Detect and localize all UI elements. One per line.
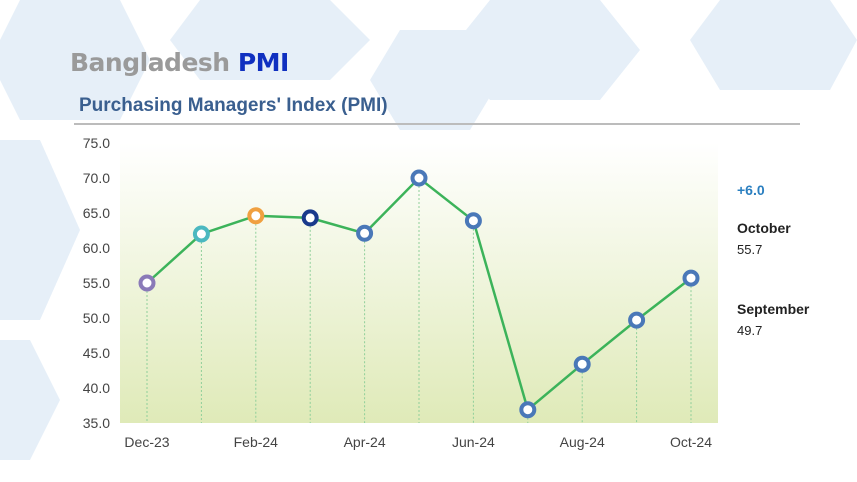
data-point: [519, 401, 537, 419]
chart-title: Purchasing Managers' Index (PMI): [79, 95, 388, 116]
data-point: [247, 207, 265, 225]
x-tick-label: Aug-24: [560, 434, 605, 450]
data-point: [410, 169, 428, 187]
x-tick-label: Apr-24: [344, 434, 386, 450]
y-tick-label: 60.0: [83, 240, 110, 256]
previous-month-label: September: [737, 301, 810, 317]
data-point: [138, 274, 156, 292]
title-country: Bangladesh: [70, 48, 230, 77]
x-tick-label: Feb-24: [234, 434, 279, 450]
current-month-label: October: [737, 220, 791, 236]
x-tick-label: Dec-23: [124, 434, 169, 450]
y-tick-label: 55.0: [83, 275, 110, 291]
y-tick-label: 40.0: [83, 380, 110, 396]
page-title: Bangladesh PMI: [70, 48, 289, 77]
x-tick-label: Oct-24: [670, 434, 712, 450]
y-tick-label: 50.0: [83, 310, 110, 326]
data-point: [682, 269, 700, 287]
y-tick-label: 75.0: [83, 135, 110, 151]
y-tick-label: 70.0: [83, 170, 110, 186]
x-tick-label: Jun-24: [452, 434, 495, 450]
current-month-value: 55.7: [737, 242, 763, 257]
data-point: [628, 311, 646, 329]
divider: [74, 123, 800, 125]
data-point: [573, 355, 591, 373]
y-tick-label: 35.0: [83, 415, 110, 431]
data-point: [301, 209, 319, 227]
previous-month-value: 49.7: [737, 323, 763, 338]
data-point: [192, 225, 210, 243]
title-pmi: PMI: [237, 48, 290, 77]
data-point: [464, 212, 482, 230]
data-point: [356, 224, 374, 242]
y-tick-label: 45.0: [83, 345, 110, 361]
y-tick-label: 65.0: [83, 205, 110, 221]
change-value: +6.0: [737, 182, 765, 198]
